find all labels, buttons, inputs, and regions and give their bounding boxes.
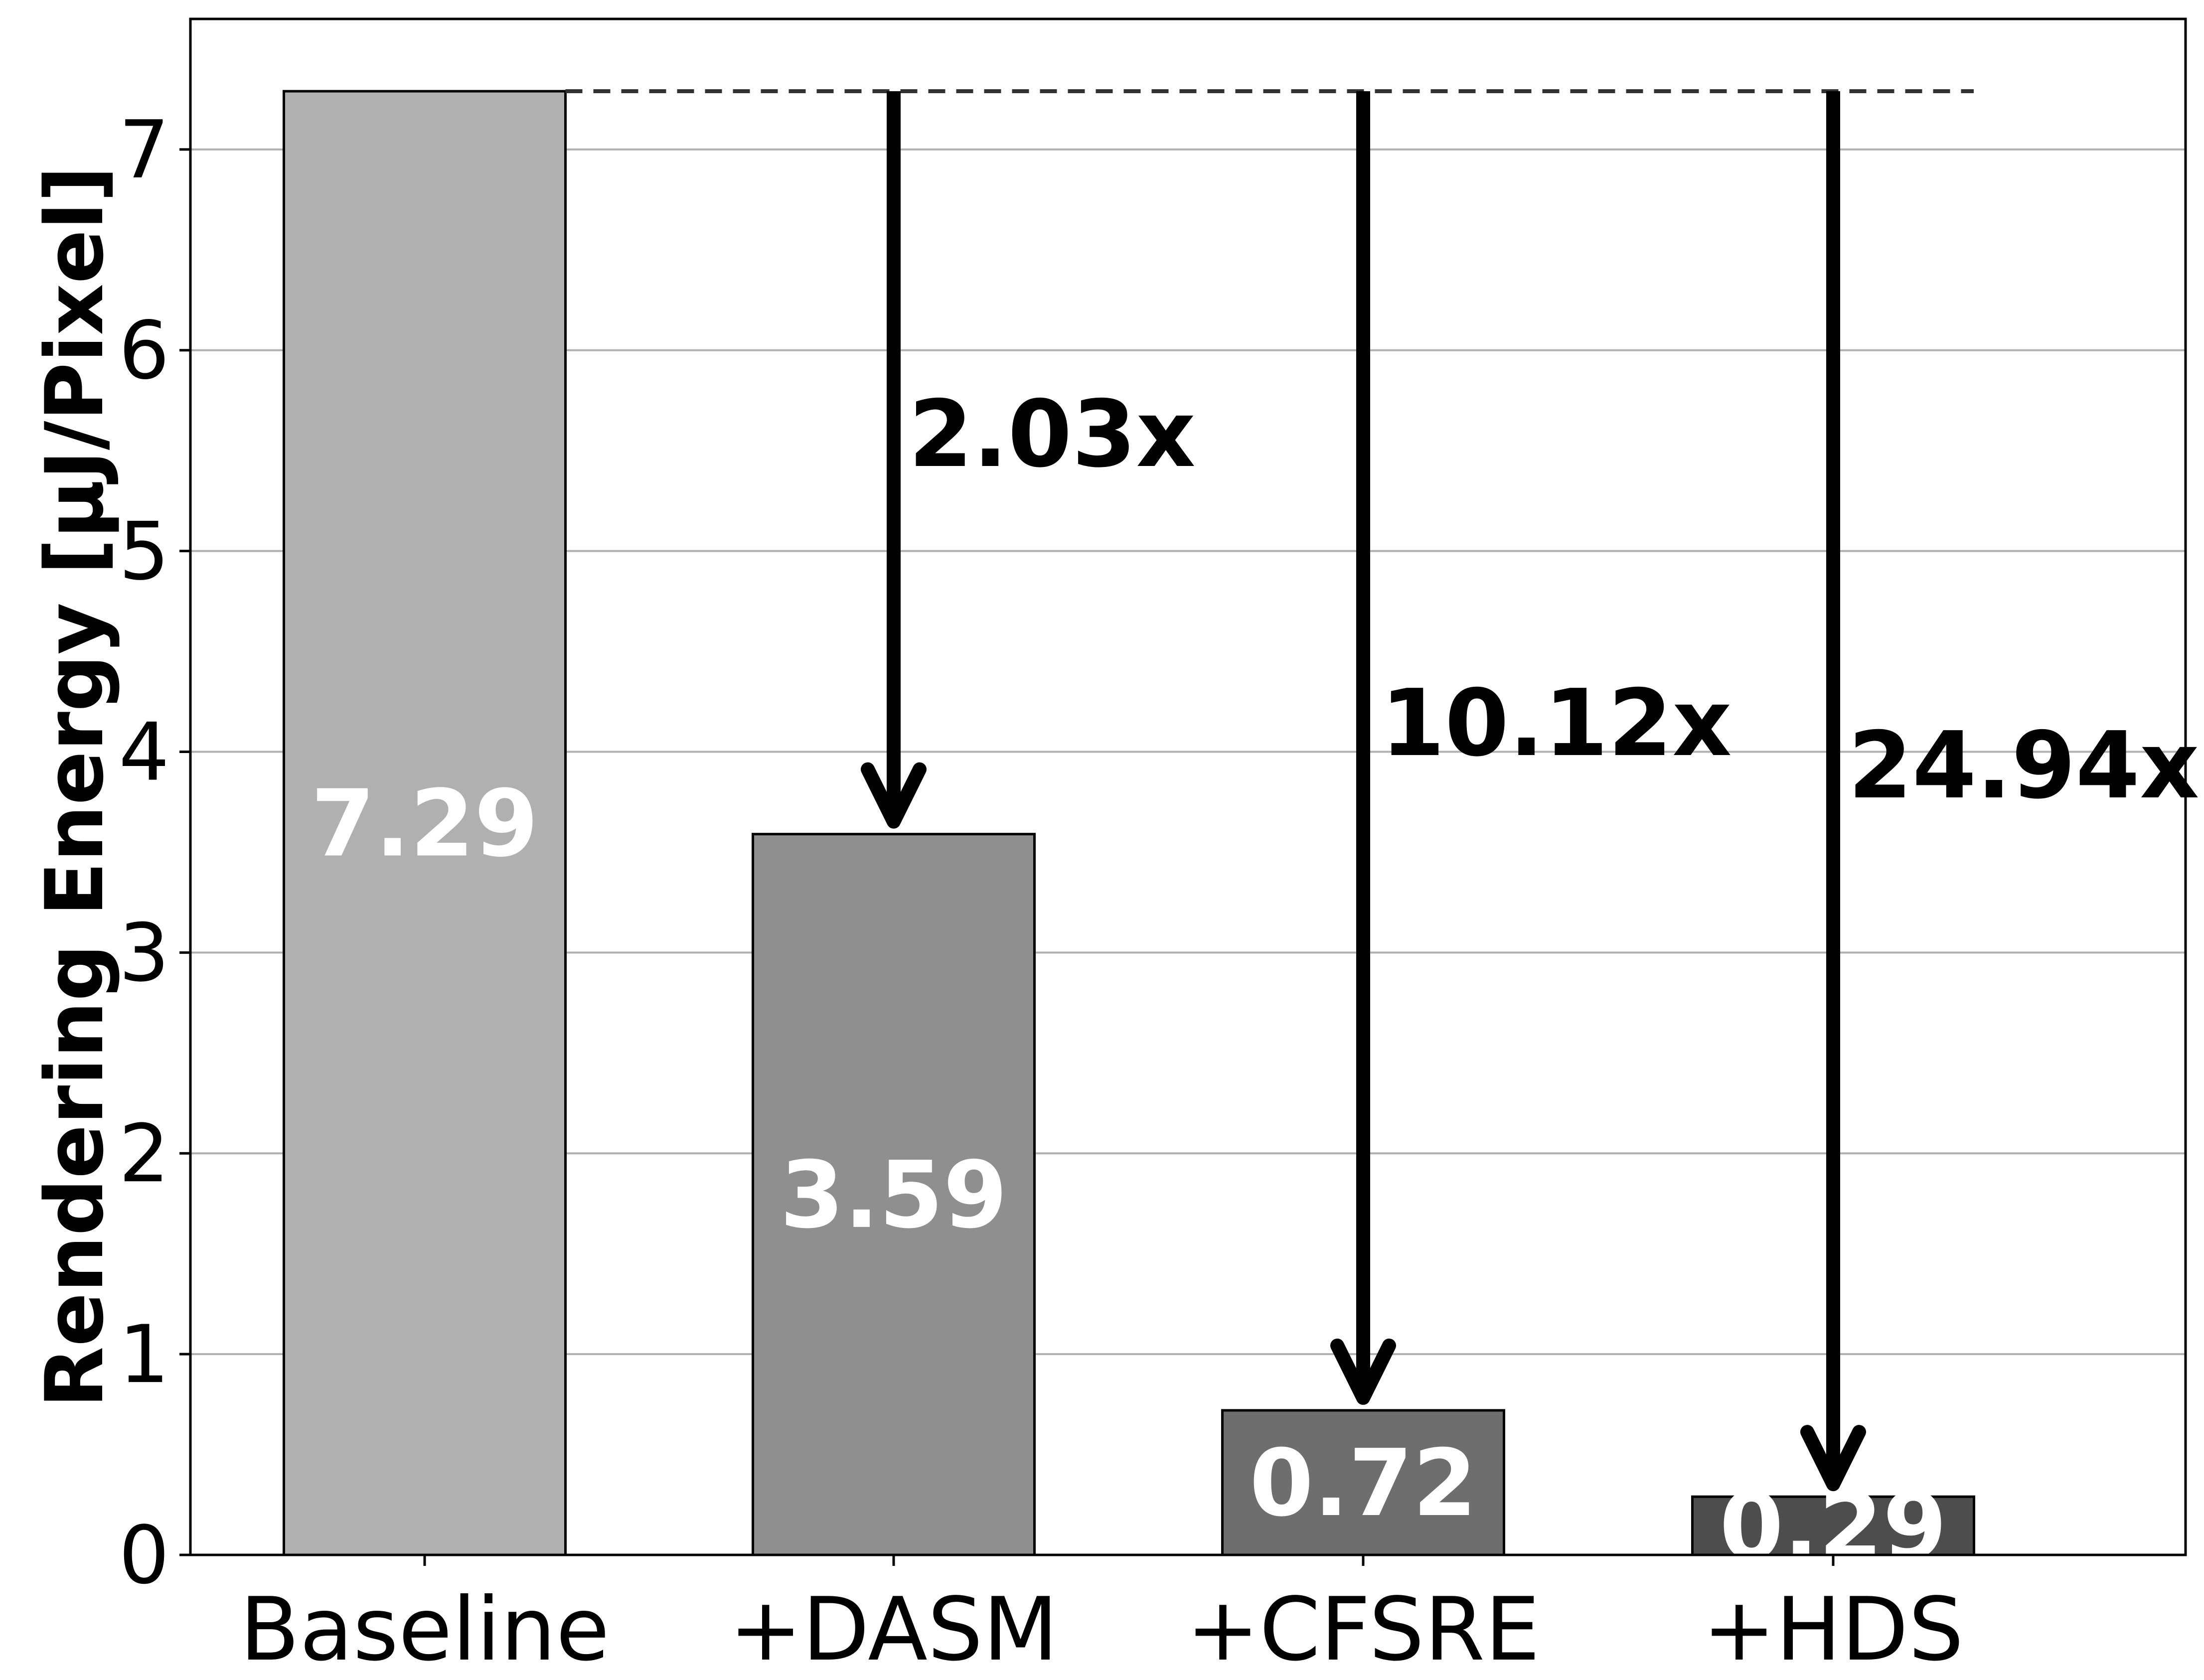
speedup-annotations: 2.03x 10.12x 24.94x (909, 380, 2200, 819)
y-tick-label: 0 (119, 1509, 169, 1602)
speedup-arrows (861, 91, 1866, 1492)
x-axis-ticks: Baseline +DASM +CFSRE +HDS (240, 1555, 1964, 1680)
bar-value-labels: 7.293.590.72 0.29 (311, 770, 1947, 1580)
bar-value-label: 7.29 (311, 770, 538, 878)
bar-value-label: 0.72 (1250, 1429, 1477, 1537)
arrow-head (1800, 1425, 1866, 1492)
y-tick-label: 7 (119, 103, 169, 196)
arrow-head (1330, 1338, 1396, 1405)
bar (1221, 1409, 1505, 1556)
bar (752, 833, 1036, 1556)
bar (1691, 1495, 1975, 1556)
y-tick-label: 1 (119, 1308, 169, 1401)
bar (283, 90, 567, 1556)
y-tick-label: 2 (119, 1107, 169, 1200)
bar-value-label: 3.59 (780, 1141, 1007, 1249)
x-tick-label: +CFSRE (1186, 1579, 1540, 1680)
x-tick-label: +DASM (729, 1579, 1058, 1680)
x-tick-label: +HDS (1703, 1579, 1964, 1680)
arrow-head (861, 762, 927, 829)
plot-frame (189, 17, 2187, 1556)
y-tick-label: 5 (119, 505, 169, 598)
speedup-label: 2.03x (909, 380, 1196, 488)
y-tick-label: 4 (119, 705, 169, 798)
y-tick-label: 6 (119, 304, 169, 397)
y-tick-label: 3 (119, 906, 169, 999)
speedup-label: 24.94x (1848, 712, 2200, 819)
y-axis-ticks: 0 1 2 3 4 5 6 7 (119, 103, 190, 1602)
bars (283, 90, 1975, 1556)
y-axis-label: Rendering Energy [μJ/Pixel] (28, 166, 121, 1408)
x-tick-label: Baseline (240, 1579, 610, 1680)
speedup-label: 10.12x (1381, 669, 1732, 777)
